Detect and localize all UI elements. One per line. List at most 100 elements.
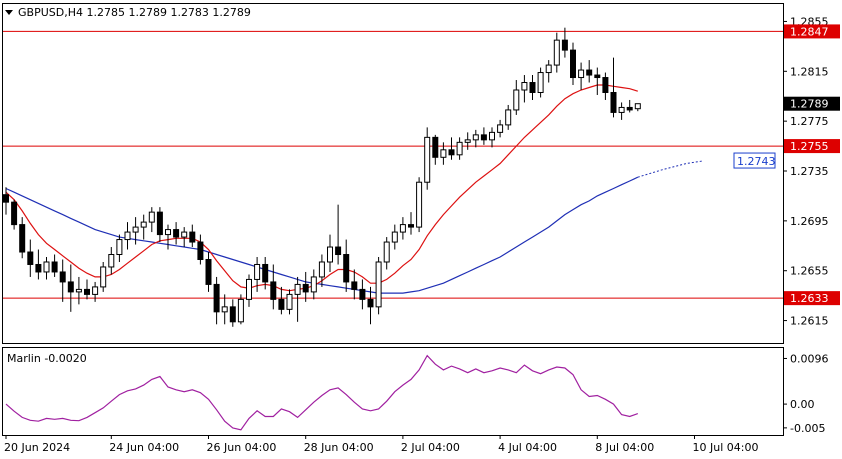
- candle-body: [229, 306, 236, 323]
- candle-body: [618, 106, 625, 113]
- candle-body: [553, 39, 560, 66]
- candle-body: [343, 254, 350, 283]
- candle-body: [173, 229, 180, 238]
- candle-body: [359, 288, 366, 300]
- horizontal-levels: [3, 30, 783, 299]
- candle-body: [11, 201, 18, 226]
- candle-body: [310, 276, 317, 293]
- time-tick-label: 8 Jul 04:00: [595, 441, 654, 454]
- candle-body: [246, 278, 252, 300]
- candle-body: [221, 306, 228, 313]
- candle-body: [318, 261, 325, 278]
- candle-body: [513, 89, 520, 111]
- candle-body: [497, 124, 504, 133]
- candle-body: [254, 263, 261, 280]
- candle-body: [286, 293, 293, 310]
- candle-body: [416, 181, 423, 228]
- candle-body: [100, 266, 107, 288]
- menu-triangle-icon[interactable]: [5, 10, 13, 15]
- candle-body: [448, 149, 455, 156]
- candle-body: [521, 82, 528, 91]
- forecast-label: 1.2743: [737, 155, 776, 168]
- candle-body: [408, 224, 414, 228]
- price-tick-label: 1.2775: [790, 115, 829, 128]
- candle-body: [432, 136, 439, 158]
- candle-body: [132, 226, 139, 233]
- candle-body: [537, 72, 544, 93]
- price-tick-label: 1.2815: [790, 65, 829, 78]
- forecast-label-box: [733, 152, 776, 169]
- candle-body: [124, 231, 131, 241]
- level-label-box: [784, 139, 840, 154]
- candle-body: [440, 149, 447, 158]
- main-plot-frame: [2, 3, 784, 344]
- candle-body: [278, 298, 285, 310]
- time-tick-label: 26 Jun 04:00: [207, 441, 277, 454]
- candle-body: [634, 103, 641, 110]
- candle-body: [197, 241, 204, 260]
- indicator-plot-frame: [2, 347, 784, 436]
- marlin-line: [5, 354, 639, 431]
- candle-body: [27, 251, 34, 265]
- time-tick-label: 10 Jul 04:00: [693, 441, 759, 454]
- price-tick-label: 1.2615: [790, 315, 829, 328]
- candle-body: [270, 281, 277, 300]
- candle-body: [570, 49, 576, 79]
- level-label: 1.2633: [790, 292, 829, 305]
- candle-body: [480, 134, 487, 141]
- candle-body: [262, 263, 269, 283]
- price-tick-label: 1.2655: [790, 265, 829, 278]
- candlesticks: [3, 27, 641, 327]
- chart-title: GBPUSD,H4 1.2785 1.2789 1.2783 1.2789: [18, 6, 251, 19]
- candle-body: [610, 91, 617, 113]
- candle-body: [51, 261, 58, 273]
- candle-body: [84, 288, 90, 295]
- candle-body: [383, 241, 390, 263]
- candle-body: [92, 286, 99, 295]
- candle-body: [424, 136, 431, 183]
- candle-body: [602, 77, 609, 93]
- candle-body: [578, 69, 585, 79]
- candle-body: [399, 224, 406, 233]
- price-axis: 1.28551.28151.27751.27351.26951.26551.26…: [783, 15, 840, 435]
- candle-body: [626, 106, 633, 111]
- ma-slow-projection: [637, 160, 703, 178]
- candle-body: [237, 298, 244, 323]
- candle-body: [464, 139, 471, 143]
- candle-body: [189, 231, 196, 243]
- indicator-tick-label: 0.00: [790, 398, 815, 411]
- candle-body: [67, 281, 74, 293]
- current-price-box: [784, 96, 840, 111]
- candle-body: [456, 141, 463, 156]
- candle-body: [156, 211, 163, 236]
- time-tick-label: 20 Jun 2024: [4, 441, 70, 454]
- candle-body: [529, 82, 536, 93]
- candle-body: [148, 211, 155, 223]
- time-tick-label: 2 Jul 04:00: [401, 441, 460, 454]
- candle-body: [335, 246, 342, 256]
- candle-body: [19, 224, 26, 253]
- indicator-tick-label: -0.005: [790, 422, 825, 435]
- candle-body: [213, 283, 220, 313]
- marlin-label: Marlin -0.0020: [7, 352, 87, 365]
- candle-body: [116, 239, 123, 256]
- candle-body: [545, 64, 552, 74]
- candle-body: [472, 134, 479, 141]
- indicator-tick-label: 0.0096: [790, 352, 829, 365]
- candle-body: [375, 261, 382, 308]
- candle-body: [108, 254, 115, 268]
- candle-body: [391, 231, 398, 243]
- level-label-box: [784, 291, 840, 306]
- time-tick-label: 24 Jun 04:00: [109, 441, 179, 454]
- candle-body: [75, 288, 82, 293]
- level-label: 1.2847: [790, 25, 829, 38]
- candle-body: [3, 194, 9, 203]
- marlin-indicator: [5, 354, 639, 431]
- candle-body: [181, 231, 188, 238]
- candle-body: [302, 283, 309, 293]
- price-tick-label: 1.2695: [790, 215, 829, 228]
- candle-body: [594, 74, 601, 79]
- candle-body: [327, 246, 333, 263]
- candle-body: [367, 298, 374, 308]
